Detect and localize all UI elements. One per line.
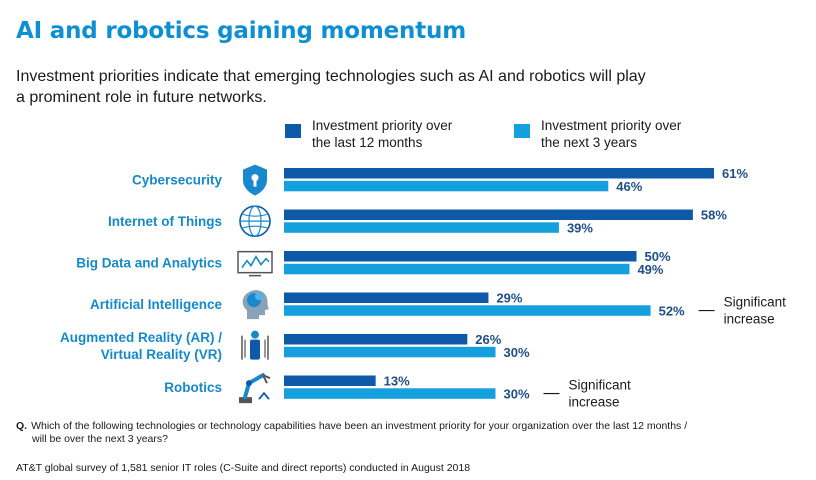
bar-past-5 <box>284 375 376 386</box>
bar-future-5 <box>284 388 496 399</box>
category-label-4-line-0: Augmented Reality (AR) / <box>60 330 222 345</box>
legend-label-0-line-0: Investment priority over <box>312 118 453 133</box>
question-line-2: will be over the next 3 years? <box>32 433 168 445</box>
category-label-4-line-1: Virtual Reality (VR) <box>101 347 222 362</box>
legend-label-0-line-1: the last 12 months <box>312 135 423 150</box>
bar-past-4 <box>284 334 468 345</box>
legend-swatch-past <box>285 124 301 138</box>
legend-label-1-line-0: Investment priority over <box>541 118 682 133</box>
survey-question-footnote: Q. Which of the following technologies or… <box>16 420 776 446</box>
category-label-3: Artificial Intelligence <box>90 297 223 312</box>
value-label-future-3: 52% <box>659 303 685 318</box>
bar-future-3 <box>284 305 651 316</box>
value-label-past-5: 13% <box>384 374 410 389</box>
bar-chart: Investment priority over the last 12 mont… <box>60 118 787 410</box>
annotation-text-0-line-1: increase <box>724 312 775 327</box>
question-line-1: Which of the following technologies or t… <box>31 420 688 432</box>
bar-past-3 <box>284 292 489 303</box>
category-label-5: Robotics <box>164 380 222 395</box>
bar-past-0 <box>284 168 715 179</box>
bar-future-2 <box>284 263 630 275</box>
question-label: Q. <box>16 420 28 432</box>
value-label-future-5: 30% <box>504 386 530 401</box>
value-label-past-4: 26% <box>475 332 501 347</box>
annotation-text-0-line-0: Significant <box>724 295 787 310</box>
monitor-analytics-icon <box>237 250 273 277</box>
bar-future-4 <box>284 346 496 358</box>
bar-past-1 <box>284 209 693 220</box>
bar-past-2 <box>284 251 637 262</box>
legend-label-1-line-1: the next 3 years <box>541 135 637 150</box>
vr-headset-icon <box>241 330 269 360</box>
value-label-future-1: 39% <box>567 220 593 235</box>
globe-network-icon <box>239 205 271 237</box>
page-title: AI and robotics gaining momentum <box>16 18 466 44</box>
source-note: AT&T global survey of 1,581 senior IT ro… <box>16 462 471 474</box>
annotation-text-1-line-0: Significant <box>569 378 632 393</box>
brain-head-icon <box>242 290 269 320</box>
value-label-past-2: 50% <box>645 249 671 264</box>
value-label-past-3: 29% <box>496 291 522 306</box>
value-label-future-2: 49% <box>637 262 663 277</box>
legend-swatch-future <box>514 124 530 138</box>
value-label-past-1: 58% <box>701 208 727 223</box>
page-subtitle: Investment priorities indicate that emer… <box>16 68 646 106</box>
annotation-text-1-line-1: increase <box>569 395 620 410</box>
shield-lock-icon <box>243 164 267 196</box>
category-label-2: Big Data and Analytics <box>76 256 222 271</box>
robot-arm-icon <box>239 373 271 404</box>
value-label-future-4: 30% <box>504 345 530 360</box>
value-label-past-0: 61% <box>722 166 748 181</box>
category-label-0: Cybersecurity <box>132 173 223 188</box>
value-label-future-0: 46% <box>616 179 642 194</box>
bar-future-0 <box>284 180 609 192</box>
bar-future-1 <box>284 222 559 233</box>
category-label-1: Internet of Things <box>108 214 222 229</box>
